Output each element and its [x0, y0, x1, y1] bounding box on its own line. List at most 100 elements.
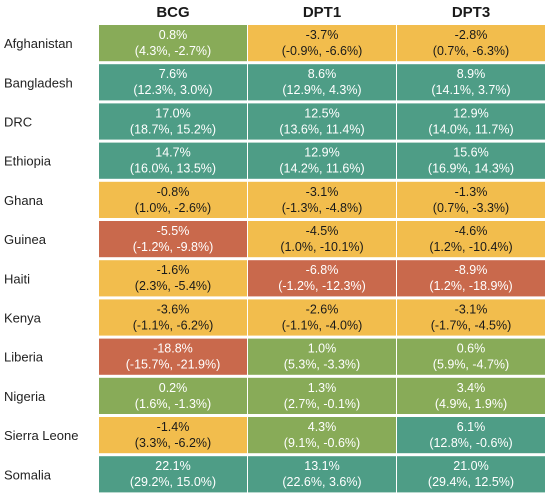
cell-background: [99, 417, 247, 454]
cell-value: 6.1%: [457, 420, 486, 434]
cell-value: -3.1%: [306, 185, 339, 199]
cell-value: 7.6%: [159, 67, 188, 81]
cell-background: [99, 299, 247, 336]
cell-confidence-interval: (-1.1%, -4.0%): [282, 318, 363, 332]
cell-background: [248, 456, 396, 493]
cell-background: [248, 25, 396, 62]
cell-value: -2.6%: [306, 302, 339, 316]
cell-confidence-interval: (2.7%, -0.1%): [284, 397, 360, 411]
column-header-bcg: BCG: [156, 4, 189, 21]
cell-background: [99, 338, 247, 375]
cell-value: 17.0%: [155, 106, 190, 120]
cell-guinea-bcg: -5.5% (-1.2%, -9.8%): [99, 221, 247, 258]
cell-kenya-dpt3: -3.1% (-1.7%, -4.5%): [397, 299, 545, 336]
cell-background: [99, 25, 247, 62]
cell-confidence-interval: (14.0%, 11.7%): [428, 122, 513, 136]
cell-bangladesh-dpt1: 8.6% (12.9%, 4.3%): [248, 64, 396, 101]
row-label-kenya: Kenya: [4, 311, 42, 326]
cell-somalia-dpt1: 13.1% (22.6%, 3.6%): [248, 456, 396, 493]
cell-value: 1.3%: [308, 381, 337, 395]
cell-background: [99, 103, 247, 140]
cell-background: [248, 181, 396, 218]
cell-value: 8.6%: [308, 67, 337, 81]
cell-haiti-dpt1: -6.8% (-1.2%, -12.3%): [248, 260, 396, 297]
cell-background: [248, 142, 396, 179]
cell-value: 21.0%: [453, 459, 488, 473]
cell-confidence-interval: (9.1%, -0.6%): [284, 436, 360, 450]
cell-value: 12.5%: [304, 106, 339, 120]
cell-afghanistan-bcg: 0.8% (4.3%, -2.7%): [99, 25, 247, 62]
cell-value: 0.6%: [457, 342, 486, 356]
cell-confidence-interval: (29.4%, 12.5%): [428, 475, 514, 489]
cell-ethiopia-dpt3: 15.6% (16.9%, 14.3%): [397, 142, 545, 179]
cell-value: -1.6%: [157, 263, 190, 277]
cell-confidence-interval: (13.6%, 11.4%): [279, 122, 364, 136]
cell-drc-dpt3: 12.9% (14.0%, 11.7%): [397, 103, 545, 140]
cell-background: [99, 64, 247, 101]
cell-value: -0.8%: [157, 185, 190, 199]
cell-value: -3.6%: [157, 302, 190, 316]
cell-confidence-interval: (-0.9%, -6.6%): [282, 44, 363, 58]
cell-background: [248, 64, 396, 101]
cell-background: [397, 221, 545, 258]
cell-confidence-interval: (16.0%, 13.5%): [130, 162, 216, 176]
cell-value: 15.6%: [453, 146, 488, 160]
cell-value: -5.5%: [157, 224, 190, 238]
cell-confidence-interval: (-15.7%, -21.9%): [126, 358, 220, 372]
cell-background: [248, 338, 396, 375]
cell-confidence-interval: (16.9%, 14.3%): [428, 162, 514, 176]
row-label-sierra-leone: Sierra Leone: [4, 428, 78, 443]
cell-afghanistan-dpt3: -2.8% (0.7%, -6.3%): [397, 25, 545, 62]
row-label-bangladesh: Bangladesh: [4, 75, 73, 90]
cell-value: -8.9%: [455, 263, 488, 277]
column-header-dpt1: DPT1: [303, 4, 341, 21]
cell-background: [397, 181, 545, 218]
cell-value: -3.7%: [306, 28, 339, 42]
cell-background: [99, 260, 247, 297]
cell-background: [248, 103, 396, 140]
cell-value: 3.4%: [457, 381, 486, 395]
cell-background: [397, 377, 545, 414]
cell-confidence-interval: (-1.3%, -4.8%): [282, 201, 363, 215]
cell-confidence-interval: (12.8%, -0.6%): [429, 436, 512, 450]
cell-liberia-bcg: -18.8% (-15.7%, -21.9%): [99, 338, 247, 375]
cell-confidence-interval: (1.0%, -10.1%): [280, 240, 363, 254]
cell-nigeria-bcg: 0.2% (1.6%, -1.3%): [99, 377, 247, 414]
cell-background: [397, 25, 545, 62]
cell-ethiopia-bcg: 14.7% (16.0%, 13.5%): [99, 142, 247, 179]
cell-background: [99, 456, 247, 493]
cell-kenya-dpt1: -2.6% (-1.1%, -4.0%): [248, 299, 396, 336]
column-header-dpt3: DPT3: [452, 4, 490, 21]
row-label-drc: DRC: [4, 115, 32, 130]
cell-confidence-interval: (14.2%, 11.6%): [279, 162, 364, 176]
cell-value: 12.9%: [453, 106, 488, 120]
cell-background: [397, 417, 545, 454]
cell-bangladesh-bcg: 7.6% (12.3%, 3.0%): [99, 64, 247, 101]
cell-value: 14.7%: [155, 146, 190, 160]
cell-drc-dpt1: 12.5% (13.6%, 11.4%): [248, 103, 396, 140]
cell-background: [397, 260, 545, 297]
cell-value: 4.3%: [308, 420, 337, 434]
cell-somalia-dpt3: 21.0% (29.4%, 12.5%): [397, 456, 545, 493]
row-label-afghanistan: Afghanistan: [4, 36, 73, 51]
cell-confidence-interval: (12.3%, 3.0%): [133, 83, 212, 97]
cell-confidence-interval: (-1.1%, -6.2%): [133, 318, 214, 332]
cell-value: -6.8%: [306, 263, 339, 277]
row-label-guinea: Guinea: [4, 232, 47, 247]
cell-confidence-interval: (1.2%, -18.9%): [429, 279, 512, 293]
cell-bangladesh-dpt3: 8.9% (14.1%, 3.7%): [397, 64, 545, 101]
cell-value: 13.1%: [304, 459, 339, 473]
row-label-haiti: Haiti: [4, 271, 30, 286]
cell-guinea-dpt3: -4.6% (1.2%, -10.4%): [397, 221, 545, 258]
cell-ethiopia-dpt1: 12.9% (14.2%, 11.6%): [248, 142, 396, 179]
cell-afghanistan-dpt1: -3.7% (-0.9%, -6.6%): [248, 25, 396, 62]
cell-background: [397, 103, 545, 140]
cell-value: 12.9%: [304, 146, 339, 160]
row-label-liberia: Liberia: [4, 350, 44, 365]
cell-background: [99, 377, 247, 414]
cell-value: -2.8%: [455, 28, 488, 42]
cell-confidence-interval: (0.7%, -6.3%): [433, 44, 509, 58]
cell-confidence-interval: (2.3%, -5.4%): [135, 279, 211, 293]
cell-sierra-leone-bcg: -1.4% (3.3%, -6.2%): [99, 417, 247, 454]
